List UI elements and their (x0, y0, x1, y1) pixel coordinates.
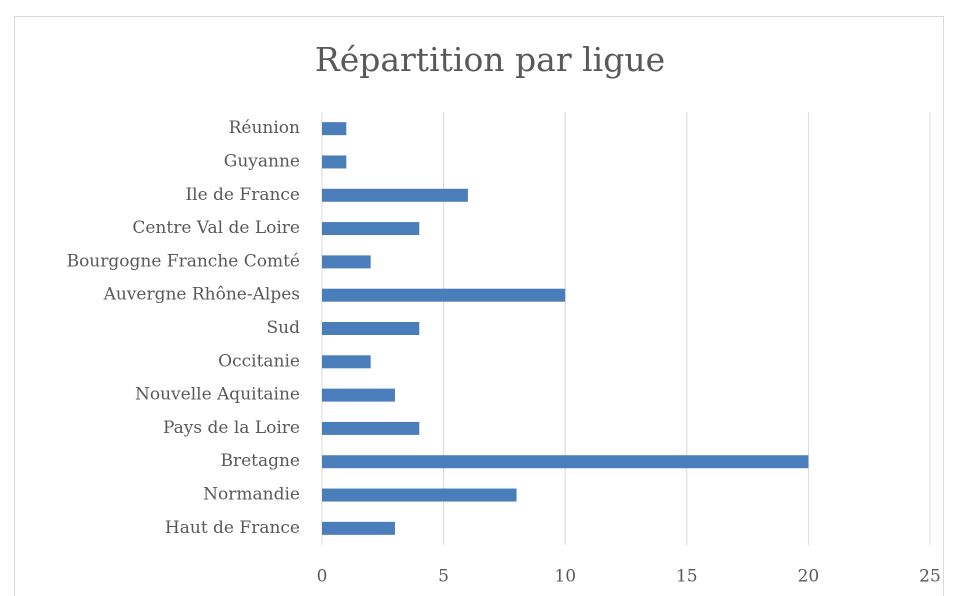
y-tick-label: Bretagne (220, 451, 300, 471)
bar (322, 388, 395, 402)
y-tick-label: Pays de la Loire (163, 418, 300, 438)
y-tick-label: Occitanie (218, 351, 300, 371)
bar (322, 322, 420, 335)
x-tick-label: 20 (798, 567, 820, 587)
bar (322, 288, 566, 302)
chart-frame (14, 16, 944, 596)
bar (322, 421, 420, 435)
bar (322, 355, 371, 369)
y-tick-label: Normandie (203, 485, 300, 505)
y-tick-label: Haut de France (165, 518, 300, 538)
x-tick-label: 25 (919, 567, 941, 587)
bar (322, 455, 809, 469)
x-tick-label: 0 (317, 567, 328, 587)
y-tick-label: Nouvelle Aquitaine (135, 385, 300, 405)
y-tick-label: Bourgogne Franche Comté (67, 251, 300, 271)
y-tick-label: Guyanne (224, 151, 300, 171)
bar (322, 255, 371, 269)
y-tick-label: Centre Val de Loire (132, 218, 300, 238)
chart-title: Répartition par ligue (315, 40, 665, 79)
y-tick-label: Ile de France (185, 185, 300, 205)
bar (322, 222, 420, 236)
bar (322, 188, 468, 202)
x-tick-label: 5 (438, 567, 449, 587)
x-tick-label: 10 (554, 567, 576, 587)
y-tick-label: Sud (267, 318, 301, 338)
bar (322, 521, 395, 535)
bar (322, 488, 517, 502)
y-tick-label: Auvergne Rhône-Alpes (103, 285, 300, 305)
x-tick-label: 15 (676, 567, 698, 587)
bar (322, 155, 347, 169)
y-tick-label: Réunion (229, 118, 300, 138)
bar (322, 122, 347, 136)
